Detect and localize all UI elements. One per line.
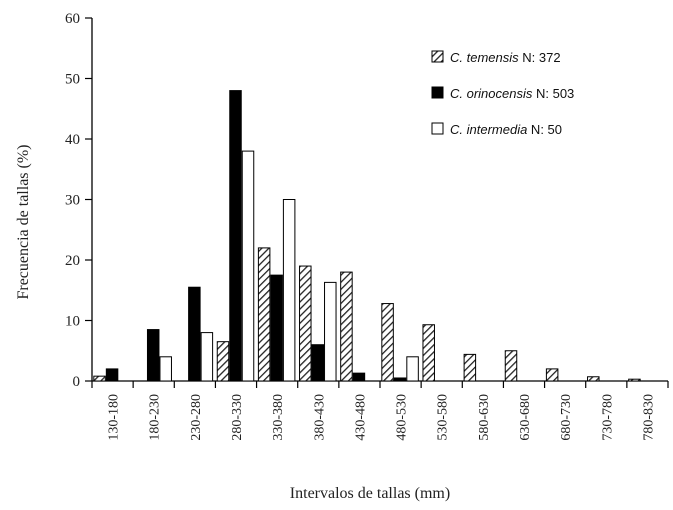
y-tick-label: 40	[65, 132, 80, 148]
x-tick-label: 130-180	[107, 394, 122, 441]
y-tick-label: 30	[65, 193, 80, 209]
legend-entry: C. temensis N: 372	[450, 50, 561, 65]
bar	[406, 356, 419, 382]
y-tick-label: 0	[73, 374, 81, 390]
x-tick-label: 730-780	[600, 394, 615, 441]
x-tick-label: 530-580	[436, 394, 451, 441]
bar	[422, 324, 435, 382]
x-tick-label: 480-530	[395, 394, 410, 441]
tick-labels: 0 10 20 30 40 50 60 130-180 180-230 230-280 280-33…	[65, 11, 656, 441]
x-tick-label: 230-280	[189, 394, 204, 441]
legend-series-name: C. orinocensis	[450, 86, 533, 101]
x-tick-label: 630-680	[518, 394, 533, 441]
bar	[146, 329, 160, 382]
bar	[216, 341, 230, 382]
bar	[352, 372, 366, 382]
bar	[299, 265, 312, 382]
bar	[628, 378, 641, 382]
bar	[587, 376, 600, 382]
x-tick-label: 430-480	[353, 394, 368, 441]
legend-entry: C. orinocensis N: 503	[450, 86, 574, 101]
x-tick-label: 680-730	[559, 394, 574, 441]
bars	[93, 90, 641, 382]
bar	[545, 368, 559, 382]
bar	[311, 344, 325, 382]
y-tick-label: 20	[65, 253, 80, 269]
bar	[393, 377, 407, 382]
legend-series-name: C. temensis	[450, 50, 519, 65]
bar	[463, 353, 477, 382]
axes	[85, 17, 669, 388]
bar	[257, 247, 271, 382]
legend-count: N: 372	[519, 50, 561, 65]
bar	[188, 286, 201, 382]
bar	[381, 303, 394, 382]
x-tick-label: 280-330	[230, 394, 245, 441]
bar	[324, 281, 337, 382]
x-tick-label: 180-230	[148, 394, 163, 441]
bar	[282, 199, 296, 382]
y-tick-label: 50	[65, 72, 80, 88]
y-tick-label: 60	[65, 11, 80, 27]
legend-swatch	[431, 50, 444, 63]
bar	[241, 150, 255, 382]
x-axis-title: Intervalos de tallas (mm)	[290, 485, 450, 502]
y-axis-title: Frecuencia de tallas (%)	[15, 144, 32, 299]
bar	[159, 356, 172, 382]
bar	[200, 332, 214, 382]
legend-series-name: C. intermedia	[450, 122, 527, 137]
y-tick-label: 10	[65, 314, 80, 330]
legend-entry: C. intermedia N: 50	[450, 122, 562, 137]
bar	[270, 274, 283, 382]
bar	[93, 375, 106, 382]
bar	[340, 271, 353, 382]
bar	[105, 368, 119, 382]
x-tick-label: 330-380	[271, 394, 286, 441]
bar	[229, 90, 242, 382]
x-tick-label: 380-430	[312, 394, 327, 441]
legend-count: N: 503	[532, 86, 574, 101]
bar	[504, 350, 518, 382]
legend-count: N: 50	[527, 122, 562, 137]
legend-swatch	[431, 86, 444, 99]
x-tick-label: 580-630	[477, 394, 492, 441]
x-tick-label: 780-830	[641, 394, 656, 441]
legend-swatch	[431, 122, 444, 135]
